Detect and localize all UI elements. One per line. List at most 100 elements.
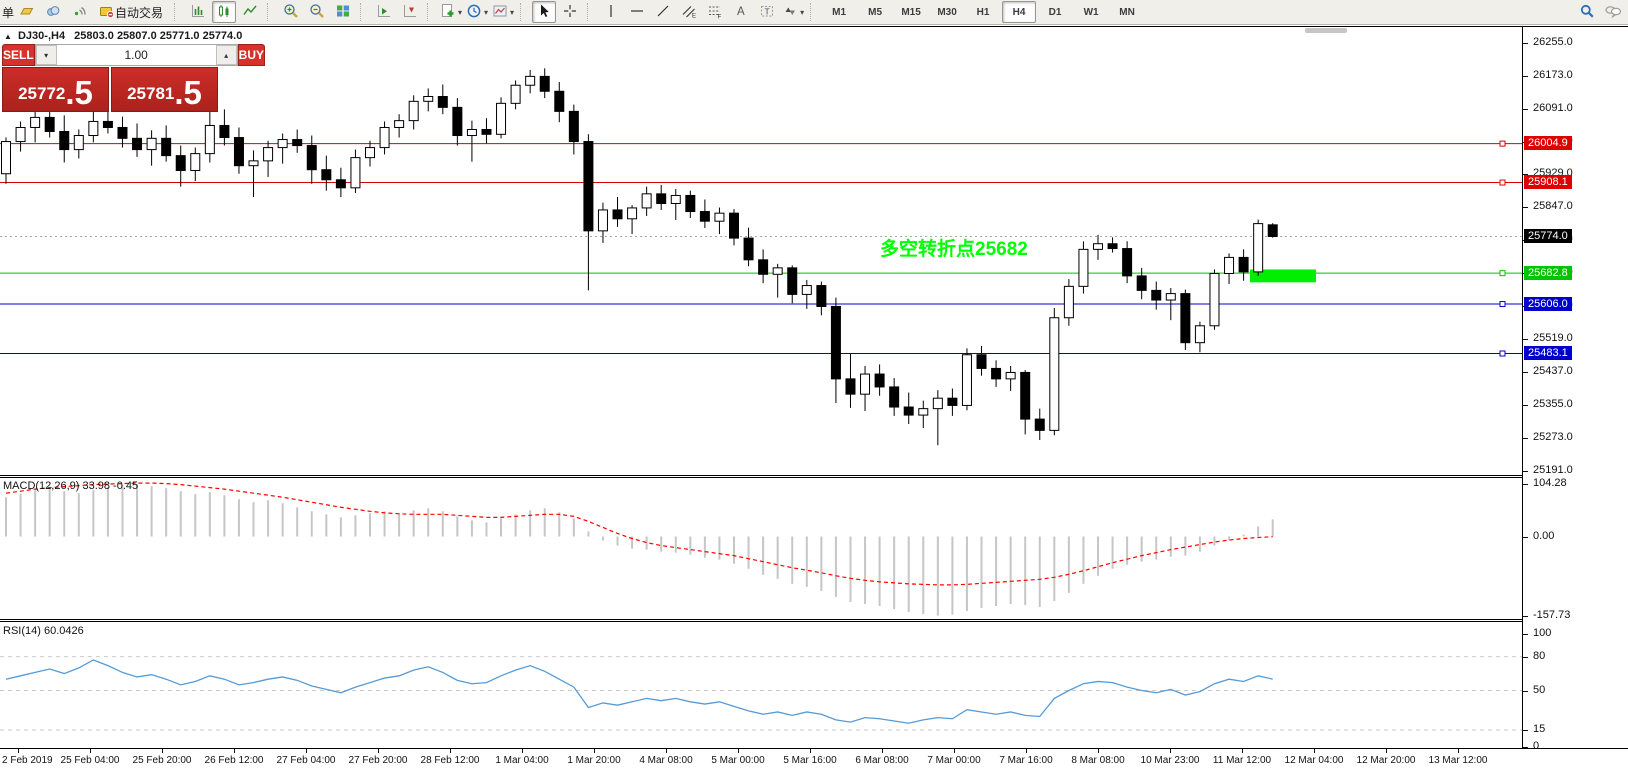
chat-icon	[1604, 3, 1622, 22]
one-click-trade-panel: SELL ▾ ▴ BUY 25772 .5 25781 .5	[2, 44, 266, 112]
volume-input[interactable]	[56, 45, 216, 65]
horizontal-line-icon	[629, 3, 645, 22]
volume-up-button[interactable]: ▴	[215, 45, 237, 65]
price-badge: 25774.0	[1524, 228, 1572, 243]
periods-button[interactable]: ▾	[465, 1, 489, 23]
candle-body	[714, 212, 725, 222]
sell-button[interactable]: SELL	[2, 44, 35, 66]
candle-body	[510, 84, 521, 104]
rsi-indicator-chart[interactable]	[0, 623, 1522, 747]
toolbar-separator	[267, 3, 275, 21]
chart-annotation-text[interactable]: 多空转折点25682	[880, 239, 1028, 260]
crosshair-button[interactable]	[558, 1, 582, 23]
timeframe-m15[interactable]: M15	[901, 6, 921, 18]
time-tick	[882, 749, 883, 753]
chart-shift-button[interactable]	[398, 1, 422, 23]
tile-windows-button[interactable]	[331, 1, 355, 23]
timeframe-m5[interactable]: M5	[868, 6, 883, 18]
arrows-button[interactable]: ▾	[781, 1, 805, 23]
timeframe-mn[interactable]: MN	[1119, 6, 1135, 18]
macd-axis-label: 0.00	[1533, 529, 1555, 542]
volume-down-button[interactable]: ▾	[35, 45, 57, 65]
horizontal-line-button[interactable]	[625, 1, 649, 23]
templates-button[interactable]: ▾	[491, 1, 515, 23]
auto-trading-icon	[99, 3, 115, 22]
line-chart-icon	[242, 3, 258, 22]
time-label: 27 Feb 20:00	[348, 755, 408, 766]
time-label: 12 Mar 04:00	[1284, 755, 1344, 766]
chat-button[interactable]	[1601, 1, 1625, 23]
candle-body	[1136, 275, 1147, 291]
price-badge: 25908.1	[1524, 175, 1572, 190]
equidistant-channel-button[interactable]: E	[677, 1, 701, 23]
time-axis[interactable]: 2 Feb 2019 25 Feb 04:00 25 Feb 20:00 26 Feb…	[0, 748, 1628, 776]
zoom-in-button[interactable]	[279, 1, 303, 23]
cursor-button[interactable]	[532, 1, 557, 23]
buy-button[interactable]: BUY	[237, 44, 266, 66]
candlestick-chart-button[interactable]	[212, 1, 237, 23]
auto-trading-button[interactable]: 自动交易	[93, 1, 169, 23]
timeframe-h1[interactable]: H1	[976, 6, 990, 18]
timeframe-w1[interactable]: W1	[1083, 6, 1099, 18]
buy-price-frac: .5	[174, 74, 202, 111]
line-chart-button[interactable]	[238, 1, 262, 23]
rsi-axis-label: 100	[1533, 627, 1552, 639]
sell-price-button[interactable]: 25772 .5	[2, 67, 109, 112]
line-handle[interactable]	[1499, 270, 1506, 277]
bar-chart-button[interactable]	[186, 1, 210, 23]
fibonacci-button[interactable]: F	[703, 1, 727, 23]
time-label: 4 Mar 08:00	[639, 755, 693, 766]
text-icon: A	[733, 3, 749, 22]
tile-windows-icon	[335, 3, 351, 22]
candle-body	[568, 110, 579, 143]
svg-text:F: F	[718, 14, 722, 19]
candle-body	[161, 137, 172, 157]
axis-tick	[1523, 656, 1528, 658]
zoom-out-button[interactable]	[305, 1, 329, 23]
candle-body	[597, 209, 608, 232]
new-order-button[interactable]: 单	[2, 5, 15, 20]
candle-body	[233, 137, 244, 167]
timeframe-m1[interactable]: M1	[832, 6, 847, 18]
main-price-chart[interactable]	[0, 28, 1522, 475]
candle-body	[583, 141, 594, 232]
arrows-icon	[782, 3, 798, 22]
market-watch-button[interactable]	[15, 1, 39, 23]
timeframe-h4[interactable]: H4	[1002, 1, 1037, 23]
candle-body	[801, 285, 812, 295]
signals-button[interactable]	[67, 1, 91, 23]
expand-triangle-icon[interactable]: ▲	[4, 32, 12, 41]
macd-indicator-chart[interactable]	[0, 478, 1522, 619]
price-axis[interactable]: 26255.026173.026091.026009.025929.025847…	[1522, 27, 1628, 752]
panel-separator[interactable]	[0, 619, 1628, 622]
crosshair-icon	[562, 3, 578, 22]
timeframe-m30[interactable]: M30	[937, 6, 957, 18]
auto-scroll-button[interactable]	[372, 1, 396, 23]
highlight-box[interactable]	[1250, 269, 1316, 283]
candle-body	[263, 147, 274, 162]
line-handle[interactable]	[1499, 301, 1506, 308]
candle-body	[1093, 243, 1103, 250]
line-handle[interactable]	[1499, 140, 1506, 147]
chart-scrollbar[interactable]	[1305, 28, 1347, 33]
trendline-button[interactable]	[651, 1, 675, 23]
candle-body	[350, 157, 361, 189]
text-button[interactable]: A	[729, 1, 753, 23]
panel-separator[interactable]	[0, 475, 1628, 478]
toolbar-separator	[360, 3, 368, 21]
line-handle[interactable]	[1499, 350, 1506, 357]
candle-body	[743, 237, 754, 261]
vertical-line-button[interactable]	[599, 1, 623, 23]
candle-body	[1, 141, 11, 175]
charts-cloud-button[interactable]	[41, 1, 65, 23]
time-label: 13 Mar 12:00	[1428, 755, 1488, 766]
time-label: 27 Feb 04:00	[276, 755, 336, 766]
axis-tick	[1523, 730, 1528, 732]
line-handle[interactable]	[1499, 179, 1506, 186]
text-label-button[interactable]: T	[755, 1, 779, 23]
timeframe-d1[interactable]: D1	[1048, 6, 1062, 18]
search-button[interactable]	[1575, 1, 1599, 23]
indicators-button[interactable]: ▾	[439, 1, 463, 23]
time-tick	[1458, 749, 1459, 753]
buy-price-button[interactable]: 25781 .5	[111, 67, 218, 112]
